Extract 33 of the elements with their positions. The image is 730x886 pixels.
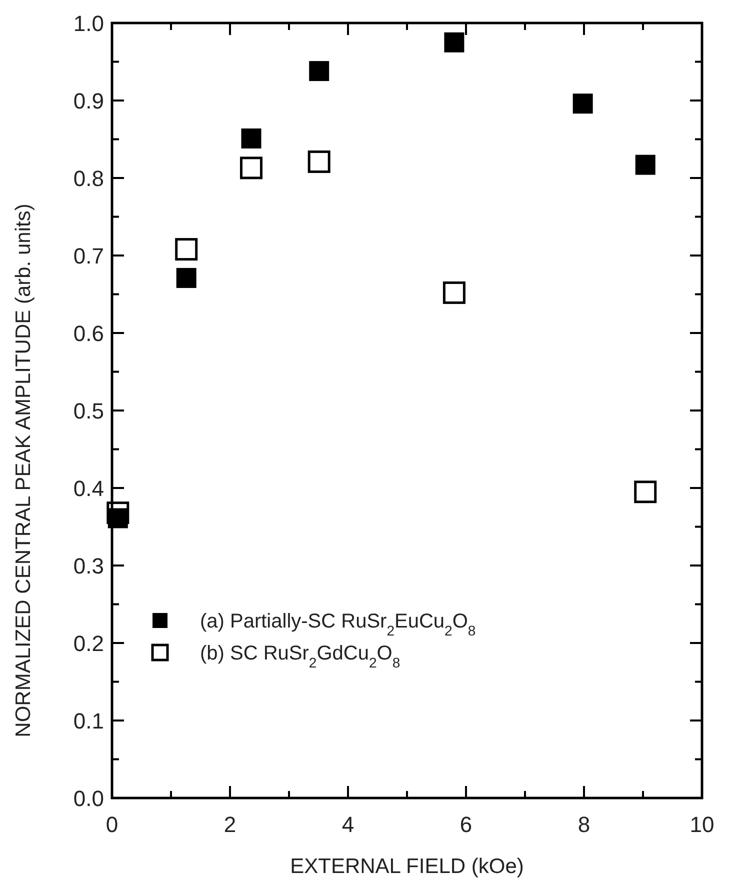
point bbox=[176, 268, 196, 288]
point bbox=[175, 238, 198, 261]
point bbox=[240, 156, 262, 180]
point bbox=[634, 480, 657, 504]
legend-label: (b) SC RuSr$_{2}$GdCu$_{2}$O$_{8}$ bbox=[200, 642, 400, 670]
x-tick-label: 10 bbox=[690, 812, 714, 837]
y-tick-label: 0.2 bbox=[73, 631, 104, 656]
x-tick-label: 8 bbox=[578, 812, 590, 837]
x-tick-label: 4 bbox=[342, 812, 354, 837]
y-axis-title: NORMALIZED CENTRAL PEAK AMPLITUDE (arb. units) bbox=[12, 204, 35, 738]
x-tick-label: 2 bbox=[224, 812, 236, 837]
y-tick-label: 0.8 bbox=[73, 166, 104, 191]
y-tick-label: 1.0 bbox=[73, 11, 104, 36]
y-tick-label: 0.9 bbox=[73, 88, 104, 114]
point bbox=[442, 281, 466, 304]
y-tick-label: 0.1 bbox=[73, 708, 104, 734]
x-tick-label: 0 bbox=[106, 812, 118, 837]
point bbox=[635, 154, 656, 175]
point bbox=[106, 502, 130, 524]
point bbox=[241, 128, 262, 148]
point bbox=[444, 32, 464, 52]
y-tick-label: 0.6 bbox=[73, 321, 104, 346]
y-tick-label: 0.0 bbox=[73, 786, 104, 811]
y-tick-label: 0.5 bbox=[73, 398, 104, 424]
x-axis-title: EXTERNAL FIELD (kOe) bbox=[290, 855, 524, 878]
point bbox=[308, 150, 330, 173]
y-tick-label: 0.7 bbox=[73, 244, 104, 268]
legend-label: (a) Partially-SC RuSr$_{2}$EuCu$_{2}$O$_{8}$ bbox=[200, 610, 476, 638]
point bbox=[572, 94, 593, 114]
y-tick-label: 0.3 bbox=[73, 554, 104, 578]
x-tick-label: 6 bbox=[460, 812, 472, 837]
y-tick-label: 0.4 bbox=[73, 476, 104, 501]
point bbox=[309, 61, 330, 82]
